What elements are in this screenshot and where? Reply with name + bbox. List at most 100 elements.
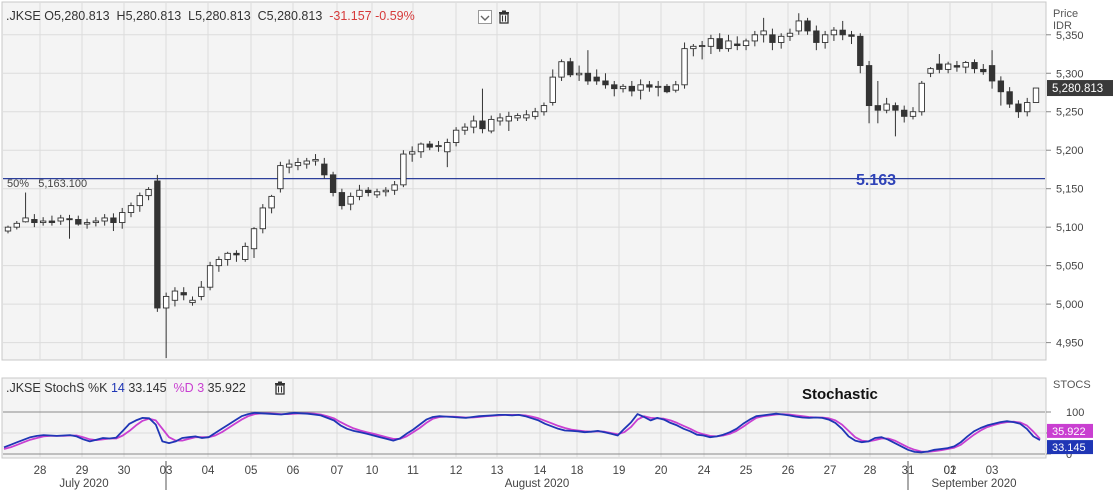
candle-body xyxy=(637,84,644,91)
price-tick-label: 5,200 xyxy=(1056,145,1084,157)
fib-label-pct: 50% xyxy=(7,178,30,190)
candle-body xyxy=(971,62,978,70)
price-tick-label: 5,250 xyxy=(1056,107,1084,119)
price-tick-label: 4,950 xyxy=(1056,338,1084,350)
x-date-label: 24 xyxy=(698,465,711,477)
candle-body xyxy=(769,34,776,43)
candle-body xyxy=(1024,102,1031,113)
candle-body xyxy=(470,120,477,128)
candle-body xyxy=(813,30,820,43)
legend-change: -31.157 xyxy=(329,9,372,23)
candle-body xyxy=(523,114,530,119)
stoch-tick-label: 0 xyxy=(1066,449,1072,461)
x-date-label: 01 xyxy=(944,465,957,477)
candle-body xyxy=(461,126,469,131)
candle-body xyxy=(540,105,548,113)
candle-body xyxy=(567,61,574,76)
candle-body xyxy=(136,195,143,207)
legend-low-label: L xyxy=(188,9,196,23)
x-date-label: 11 xyxy=(407,465,419,477)
fib-label-value: 5,163.100 xyxy=(38,178,88,190)
candle-body xyxy=(944,63,952,70)
chevron-down-icon[interactable] xyxy=(478,10,492,24)
candle-body xyxy=(593,76,600,82)
candle-body xyxy=(690,45,697,50)
candle-body xyxy=(795,20,802,32)
legend-open-label: O xyxy=(44,9,54,23)
candle-body xyxy=(927,68,934,74)
candle-body xyxy=(233,252,240,256)
stoch-symbol: .JKSE xyxy=(6,381,41,395)
candle-body xyxy=(839,29,846,36)
x-date-label: 28 xyxy=(864,465,877,477)
x-date-label: 06 xyxy=(287,465,300,477)
candle-body xyxy=(980,68,987,73)
candle-body xyxy=(655,85,662,88)
candle-body xyxy=(356,189,363,197)
candle-body xyxy=(400,153,407,186)
stoch-panel xyxy=(1,377,1047,459)
x-date-label: 26 xyxy=(782,465,795,477)
candle-body xyxy=(628,85,636,92)
candle-body xyxy=(171,290,179,301)
candle-body xyxy=(663,85,671,93)
x-date-label: 19 xyxy=(613,465,626,477)
candle-body xyxy=(408,151,416,155)
candle-body xyxy=(4,226,12,232)
stoch-k-line xyxy=(3,411,1041,454)
x-date-label: 04 xyxy=(202,465,215,477)
candle-body xyxy=(110,217,117,224)
candle-body xyxy=(294,162,302,167)
candle-body xyxy=(936,63,943,70)
x-date-label: 14 xyxy=(534,465,547,477)
x-date-label: 25 xyxy=(740,465,753,477)
candle-body xyxy=(558,61,565,78)
candle-body xyxy=(75,219,82,225)
price-axis-title-line1: Price xyxy=(1053,8,1079,20)
candle-body xyxy=(901,109,908,117)
candle-body xyxy=(988,65,996,82)
stoch-d-tag-label: 35.922 xyxy=(1052,426,1086,438)
legend-open: 5,280.813 xyxy=(53,9,110,23)
x-date-label: 18 xyxy=(571,465,584,477)
candle-body xyxy=(742,40,750,47)
stoch-tick-label: 100 xyxy=(1066,407,1084,419)
candle-body xyxy=(821,34,829,43)
price-legend: .JKSE O5,280.813 H5,280.813 L5,280.813 C… xyxy=(6,9,415,23)
candle-body xyxy=(602,80,609,86)
candle-body xyxy=(382,189,389,193)
candle-body xyxy=(962,62,969,68)
stoch-study: StochS xyxy=(44,381,85,395)
x-month-label: September 2020 xyxy=(931,478,1016,490)
candle-body xyxy=(725,40,732,50)
last-price-label: 5,280.813 xyxy=(1052,83,1103,95)
candle-body xyxy=(268,195,275,209)
candle-body xyxy=(619,85,627,90)
legend-symbol: .JKSE xyxy=(6,9,41,23)
candle-body xyxy=(338,192,346,207)
candle-body xyxy=(31,219,38,224)
candle-body xyxy=(285,163,293,168)
x-date-label: 29 xyxy=(76,465,89,477)
trash-icon[interactable] xyxy=(273,381,287,395)
price-tick-label: 5,300 xyxy=(1056,68,1084,80)
candle-body xyxy=(215,259,223,267)
stoch-d-tag xyxy=(1047,423,1093,438)
fib-label: 50% 5,163.100 xyxy=(7,178,87,190)
stoch-d-period: 3 xyxy=(197,381,205,395)
x-month-label: July 2020 xyxy=(59,478,108,490)
candle-body xyxy=(13,222,20,228)
candle-body xyxy=(198,286,205,297)
price-axis-title: Price IDR xyxy=(1053,8,1078,32)
price-tick-label: 5,150 xyxy=(1056,184,1084,196)
trash-icon[interactable] xyxy=(497,10,511,24)
candle-body xyxy=(575,72,583,76)
legend-close-label: C xyxy=(257,9,267,23)
candle-body xyxy=(180,292,187,296)
stoch-k-tag-label: 33.145 xyxy=(1052,442,1086,454)
candle-body xyxy=(347,195,354,205)
fib-annotation: 5.163 xyxy=(856,172,897,189)
candle-body xyxy=(1015,103,1022,113)
candle-body xyxy=(1032,87,1040,103)
legend-low: 5,280.813 xyxy=(195,9,251,23)
